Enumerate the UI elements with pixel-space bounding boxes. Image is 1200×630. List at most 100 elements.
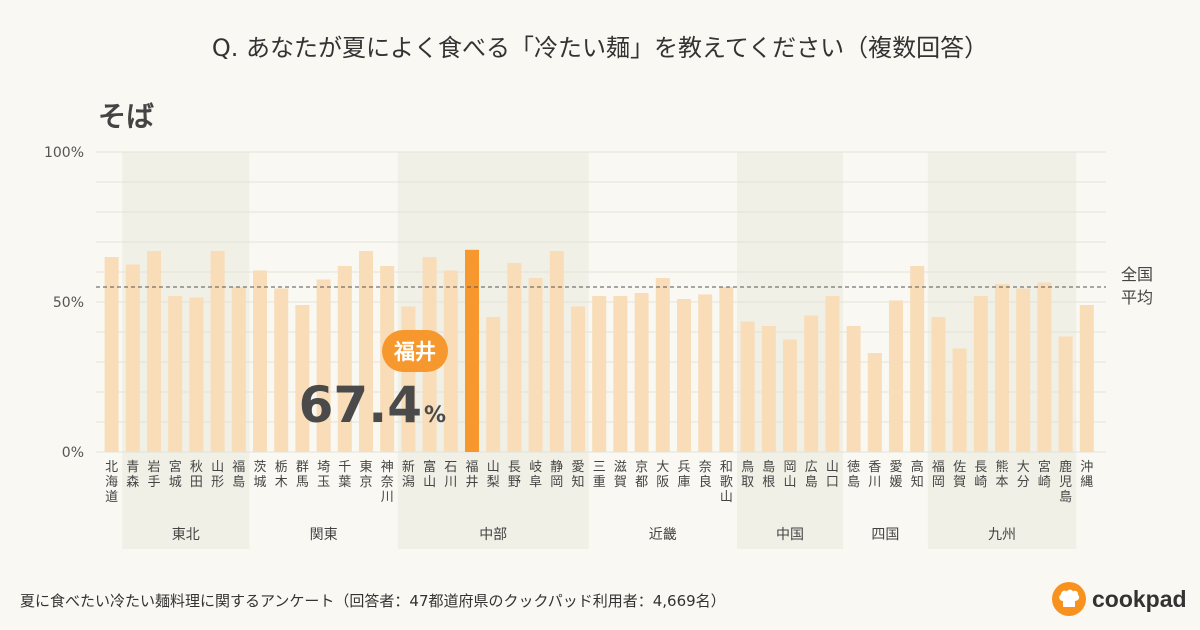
callout-unit: % [424, 403, 446, 428]
x-tick-label: 岡山 [783, 460, 796, 490]
bar [783, 339, 797, 452]
x-tick-label: 滋賀 [614, 460, 627, 490]
x-tick-label: 大阪 [656, 460, 669, 490]
x-tick-label: 山形 [211, 460, 224, 490]
x-tick-label: 兵庫 [677, 460, 690, 490]
x-tick-label: 三重 [593, 460, 606, 490]
x-tick-label: 高知 [911, 459, 924, 490]
x-tick-label: 沖縄 [1080, 460, 1093, 490]
x-tick-label: 静岡 [550, 460, 563, 490]
x-tick-label: 群馬 [296, 460, 309, 490]
x-tick-label: 富山 [423, 459, 436, 490]
x-tick-label: 鳥取 [741, 460, 754, 490]
callout-label: 福井 [393, 340, 436, 364]
callout-badge [382, 330, 448, 372]
bar [804, 315, 819, 452]
x-tick-label: 京都 [635, 460, 648, 490]
x-tick-label: 鹿児島 [1059, 459, 1072, 505]
bar [592, 296, 607, 452]
bar [740, 321, 755, 452]
bar [168, 296, 183, 452]
region-label: 中国 [776, 527, 804, 543]
bar [655, 278, 670, 452]
bar [910, 266, 925, 452]
x-tick-label: 岩手 [147, 460, 160, 490]
x-tick-label: 茨城 [253, 460, 266, 490]
bar [995, 284, 1009, 452]
x-tick-label: 青森 [126, 460, 139, 490]
bar [761, 326, 776, 452]
bar [613, 296, 628, 452]
x-tick-label: 神奈川 [381, 460, 394, 505]
bar-highlight [465, 249, 479, 452]
x-tick-label: 栃木 [275, 460, 288, 490]
x-tick-label: 長野 [508, 460, 521, 490]
y-tick-label: 0% [62, 445, 84, 461]
x-tick-label: 愛知 [571, 460, 584, 490]
y-tick-label: 100% [44, 145, 84, 161]
bar [486, 317, 501, 452]
region-band [122, 152, 250, 549]
bar [295, 305, 310, 452]
bar [316, 279, 331, 452]
average-label: 平均 [1121, 288, 1153, 307]
bar [125, 264, 140, 452]
region-label: 近畿 [649, 527, 677, 543]
bar [1079, 305, 1094, 452]
bar [274, 288, 289, 452]
x-tick-label: 大分 [1017, 460, 1030, 490]
x-tick-label: 福岡 [932, 460, 945, 490]
x-tick-label: 宮崎 [1038, 459, 1051, 490]
bar [104, 257, 119, 452]
bar [337, 266, 352, 452]
x-tick-label: 北海道 [105, 460, 118, 505]
brand-name: cookpad [1092, 585, 1187, 612]
survey-footnote: 夏に食べたい冷たい麺料理に関するアンケート（回答者：47都道府県のクックパッド利… [20, 592, 726, 610]
average-label: 全国 [1121, 265, 1153, 284]
bar [507, 263, 522, 452]
x-tick-label: 石川 [444, 460, 457, 490]
bar [846, 326, 861, 452]
bar [973, 296, 988, 452]
bar [889, 300, 903, 452]
bar [549, 251, 564, 452]
x-tick-label: 香川 [868, 460, 881, 490]
x-tick-label: 東京 [359, 459, 372, 490]
question-title: Q. あなたが夏によく食べる「冷たい麺」を教えてください（複数回答） [211, 34, 989, 62]
bar [571, 306, 585, 452]
x-tick-label: 島根 [762, 460, 775, 490]
bar [231, 287, 246, 452]
x-tick-label: 和歌山 [720, 460, 733, 505]
x-tick-label: 新潟 [402, 459, 415, 490]
x-tick-label: 福井 [465, 460, 478, 490]
x-tick-label: 岐阜 [529, 460, 542, 490]
x-tick-label: 佐賀 [953, 460, 966, 490]
region-label: 四国 [871, 527, 899, 543]
x-tick-label: 秋田 [190, 460, 203, 490]
bar [359, 251, 373, 452]
x-tick-label: 福島 [232, 460, 245, 490]
x-tick-label: 山口 [826, 460, 839, 490]
bar [147, 251, 161, 452]
x-tick-label: 愛媛 [889, 460, 902, 490]
bar [634, 293, 649, 452]
bar [952, 348, 967, 452]
x-tick-label: 熊本 [995, 459, 1008, 490]
bar-chart: 0% 50% 100% 全国平均北海道青森岩手宮城秋田山形福島茨城栃木群馬埼玉千葉東京… [44, 145, 1153, 549]
x-tick-label: 奈良 [699, 460, 712, 490]
x-tick-label: 徳島 [847, 460, 860, 490]
y-tick-label: 50% [53, 295, 84, 311]
cookpad-logo: cookpad [1052, 582, 1187, 616]
bar [867, 353, 882, 452]
callout-value: 67.4 [299, 376, 422, 434]
region-label: 東北 [172, 527, 200, 543]
x-tick-label: 広島 [805, 460, 818, 490]
x-tick-label: 埼玉 [317, 460, 330, 490]
x-tick-label: 山梨 [487, 460, 500, 490]
bar [825, 296, 840, 452]
region-label: 九州 [988, 527, 1016, 543]
chef-hat-icon [1052, 582, 1086, 616]
bar [698, 294, 713, 452]
region-label: 関東 [310, 527, 338, 543]
region-label: 中部 [479, 527, 507, 543]
